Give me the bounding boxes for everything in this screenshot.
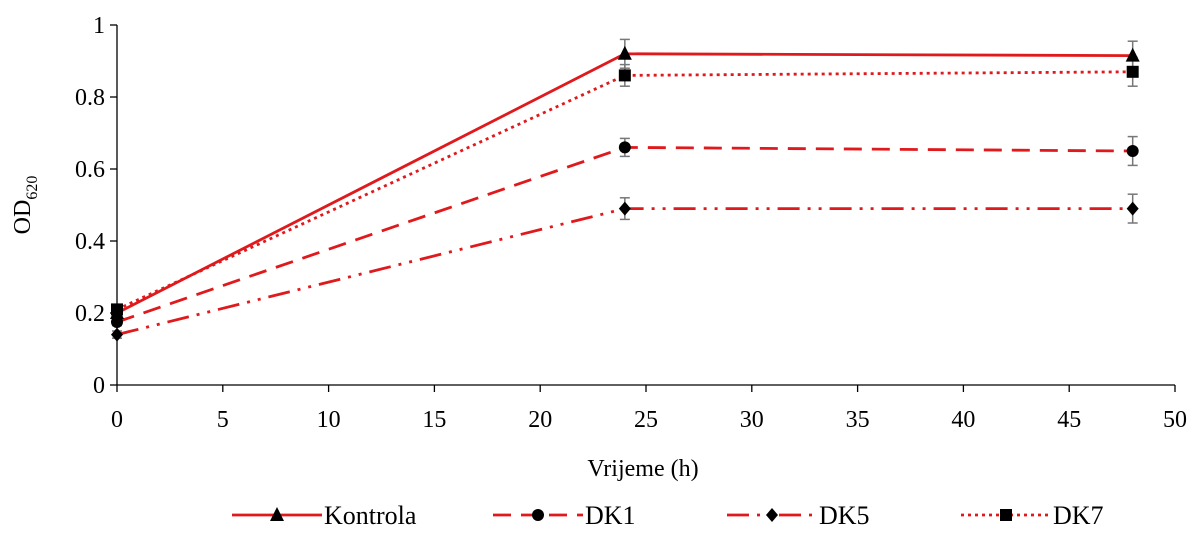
legend-item-dk1: DK1 — [493, 501, 636, 530]
error-bars — [112, 38, 1138, 339]
x-axis-title: Vrijeme (h) — [587, 456, 698, 482]
series-lines — [116, 52, 1133, 336]
data-point-dk1 — [111, 316, 123, 328]
data-point-dk7 — [1126, 65, 1139, 78]
legend-marker — [1000, 509, 1012, 521]
data-point-kontrola — [1125, 47, 1140, 62]
data-point-dk7 — [111, 303, 123, 316]
y-tick-label: 0.6 — [75, 157, 105, 183]
x-tick-label: 25 — [634, 407, 658, 433]
y-tick-label: 0 — [93, 373, 105, 399]
legend-label: DK1 — [585, 501, 636, 530]
legend-item-dk5: DK5 — [727, 501, 870, 530]
x-tick-label: 50 — [1163, 407, 1187, 433]
series-line-kontrola — [116, 52, 1133, 315]
data-point-dk1 — [1126, 145, 1139, 157]
series-line-dk7 — [116, 70, 1133, 311]
x-tick-label: 20 — [528, 407, 552, 433]
data-point-dk5 — [1126, 201, 1139, 216]
legend: Kontrola DK1 DK5 DK7 — [232, 501, 1104, 530]
x-tick-label: 5 — [217, 407, 229, 433]
legend-marker — [766, 508, 778, 522]
x-tick-label: 35 — [846, 407, 870, 433]
x-tick-label: 45 — [1057, 407, 1081, 433]
y-axis-title-main: OD — [10, 200, 36, 235]
legend-marker — [270, 507, 284, 521]
y-tick-label: 1 — [93, 13, 105, 39]
data-point-dk7 — [618, 69, 631, 82]
series-markers — [110, 45, 1140, 342]
data-point-dk5 — [618, 201, 631, 216]
data-point-dk5 — [111, 327, 123, 342]
legend-marker — [532, 509, 544, 521]
x-tick-label: 0 — [111, 407, 123, 433]
y-axis-title-subscript: 620 — [24, 176, 41, 200]
series-line-dk5 — [116, 207, 1133, 336]
legend-item-kontrola: Kontrola — [232, 501, 417, 530]
data-point-kontrola — [617, 45, 632, 60]
y-axis-title: OD620 — [10, 176, 41, 235]
legend-label: DK7 — [1053, 501, 1104, 530]
axes: 0 5 10 15 20 25 30 35 40 45 50 0 0.2 0.4 0.6 0.8 1 — [75, 13, 1187, 433]
legend-item-dk7: DK7 — [961, 501, 1104, 530]
legend-label: Kontrola — [324, 501, 417, 530]
x-tick-label: 40 — [951, 407, 975, 433]
x-tick-label: 10 — [317, 407, 341, 433]
data-point-dk1 — [618, 141, 631, 154]
x-tick-label: 30 — [740, 407, 764, 433]
y-tick-label: 0.8 — [75, 85, 105, 111]
y-tick-label: 0.2 — [75, 301, 105, 327]
y-tick-label: 0.4 — [75, 229, 105, 255]
x-tick-label: 15 — [422, 407, 446, 433]
legend-label: DK5 — [819, 501, 870, 530]
